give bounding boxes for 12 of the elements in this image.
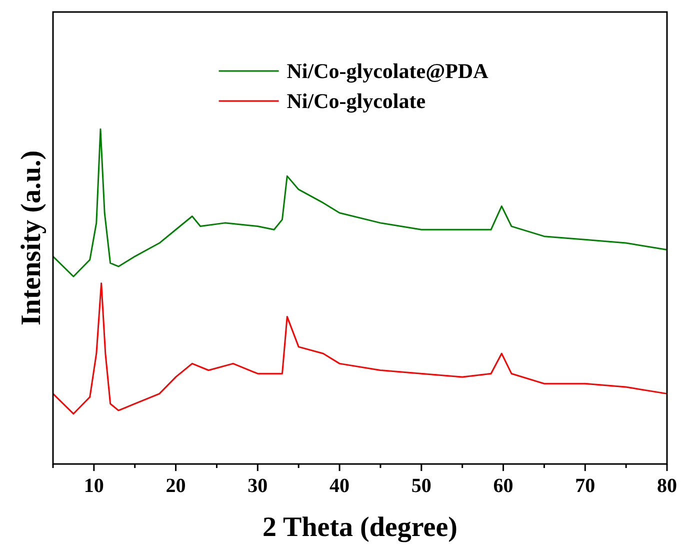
x-tick-label: 60 <box>493 475 514 497</box>
x-tick-label: 80 <box>657 475 677 497</box>
x-tick-label: 50 <box>411 475 432 497</box>
y-axis-title: Intensity (a.u.) <box>16 150 47 326</box>
x-tick-label: 40 <box>330 475 350 497</box>
legend-label: Ni/Co-glycolate <box>286 89 426 113</box>
x-axis-title: 2 Theta (degree) <box>262 512 458 543</box>
x-tick-label: 30 <box>248 475 268 497</box>
x-tick-label: 70 <box>575 475 596 497</box>
x-tick-label: 20 <box>166 475 186 497</box>
x-tick-label: 10 <box>84 475 104 497</box>
legend-label: Ni/Co-glycolate@PDA <box>286 59 490 83</box>
